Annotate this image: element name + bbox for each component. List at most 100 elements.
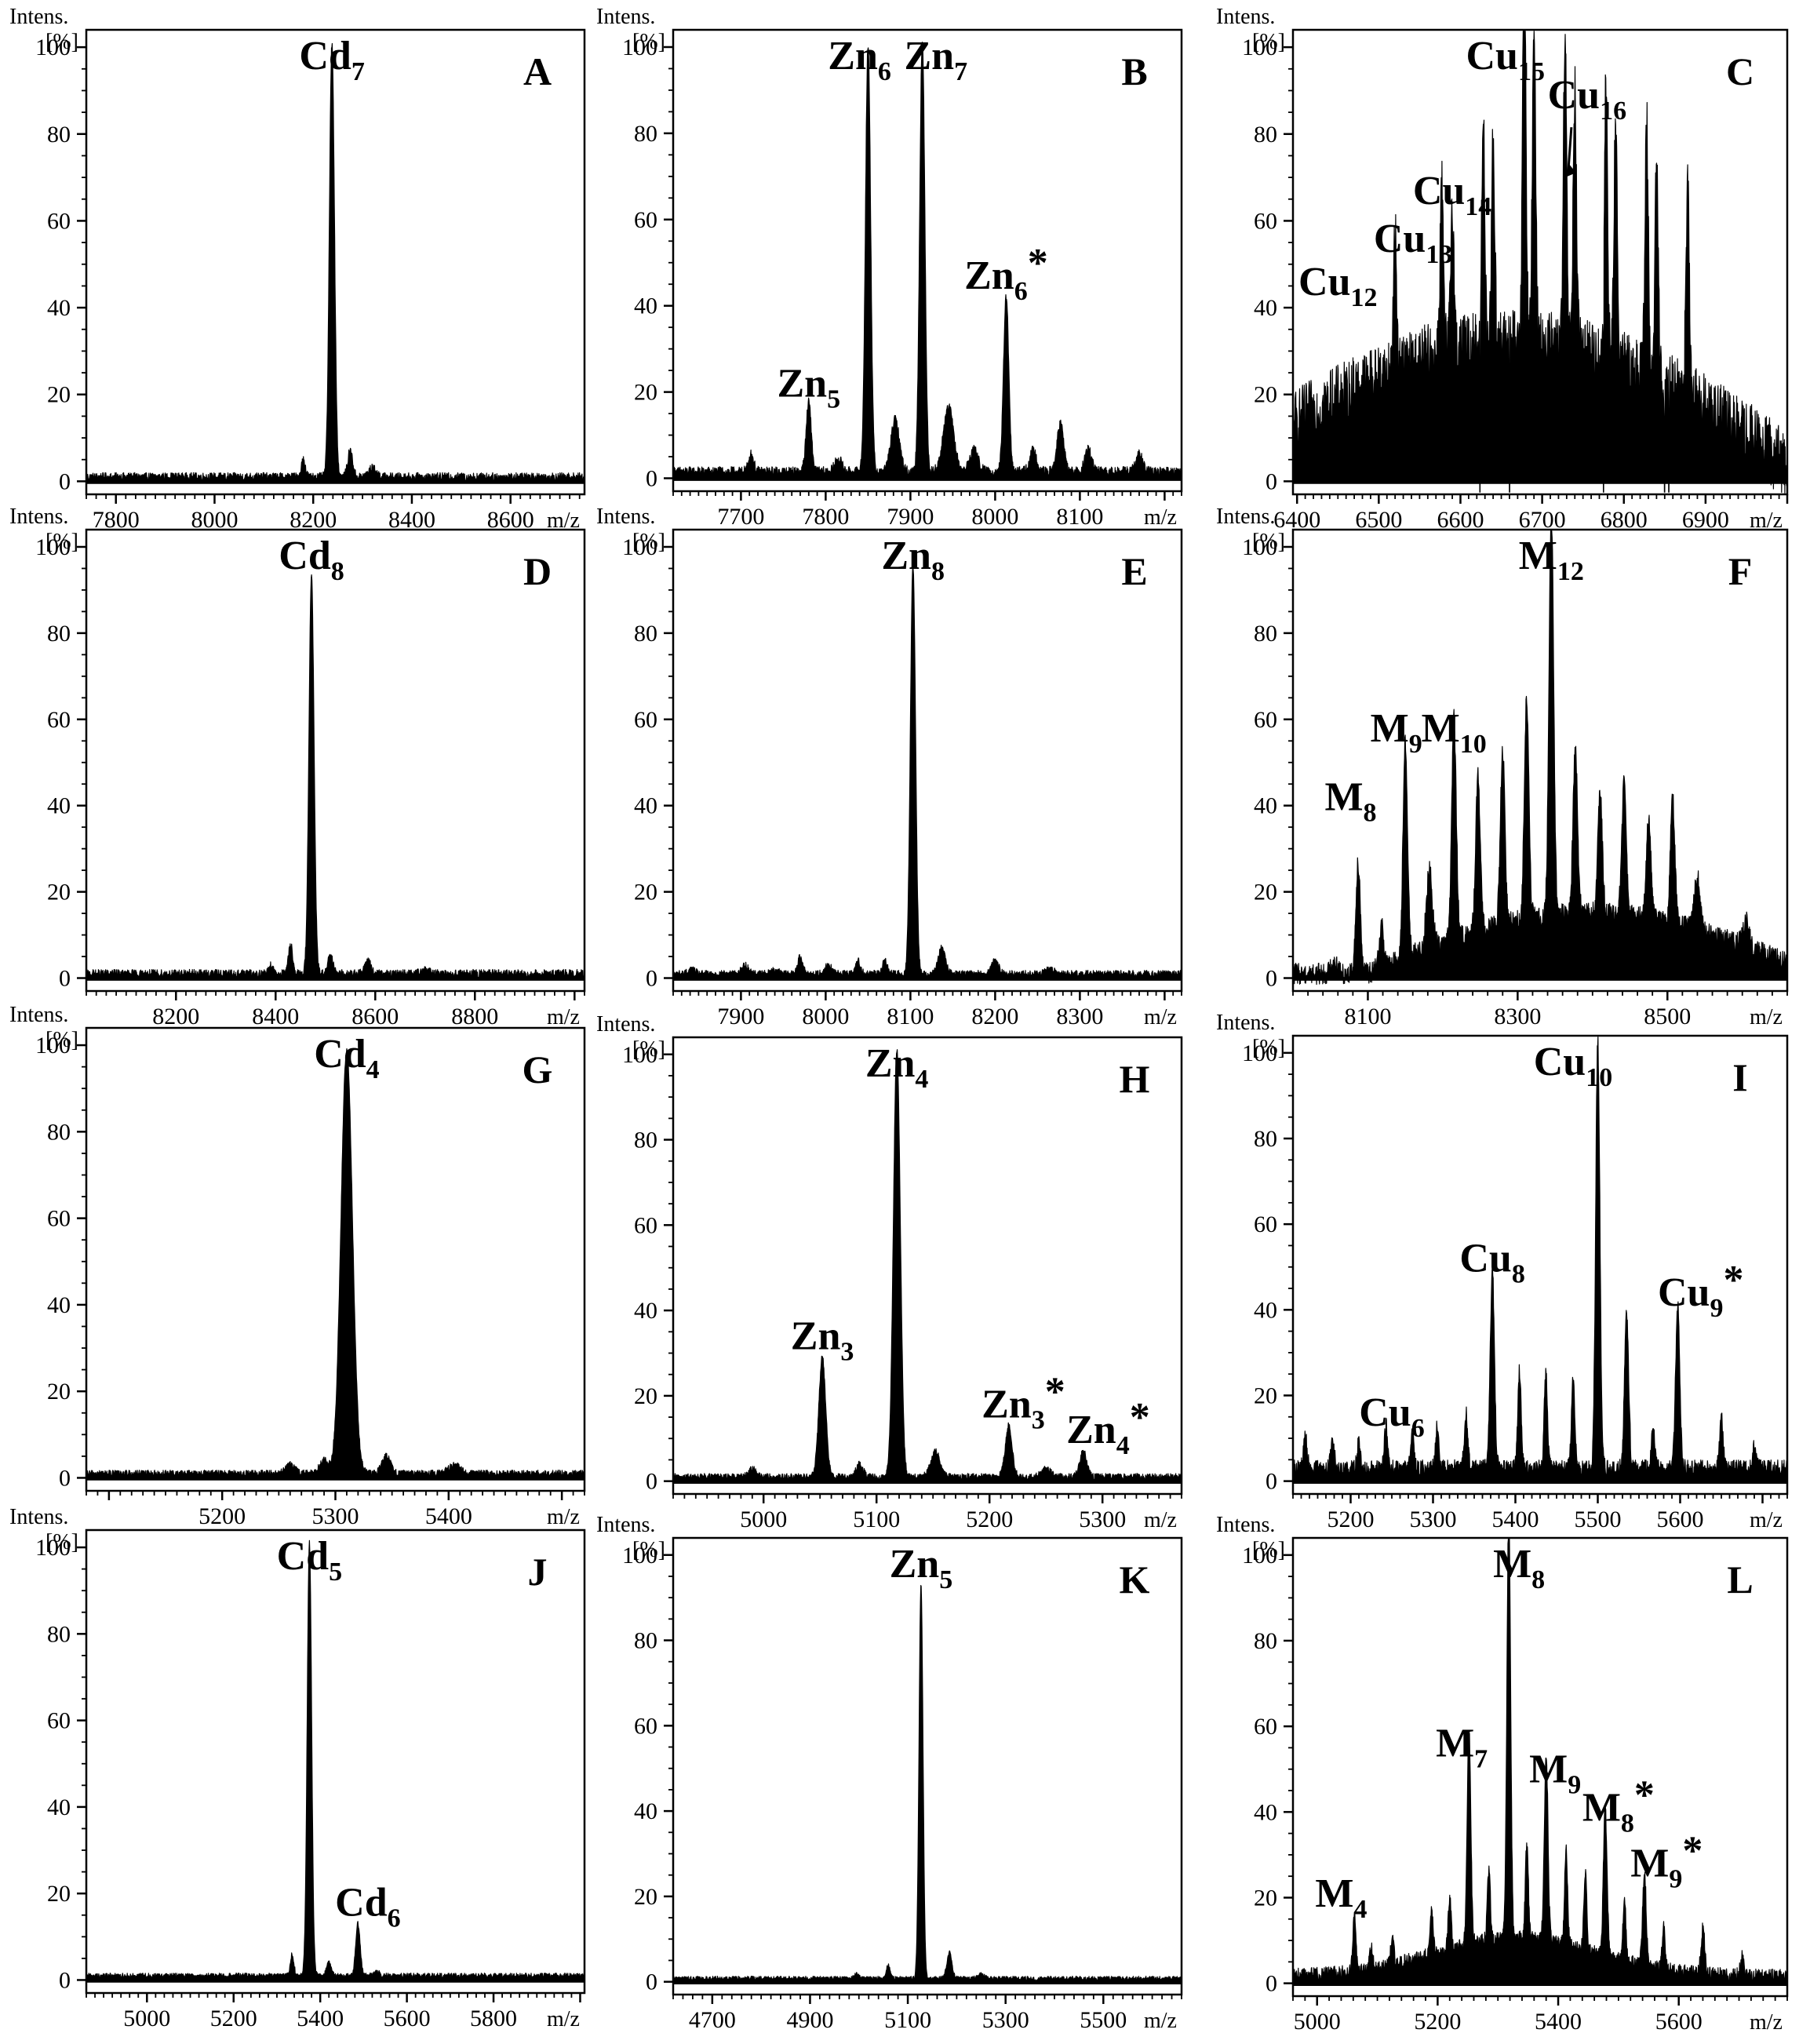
y-tick-label: 0 bbox=[59, 1465, 71, 1491]
x-tick-label: 7700 bbox=[717, 504, 764, 530]
x-tick-label: 5300 bbox=[1410, 1507, 1457, 1532]
panel-letter: D bbox=[523, 549, 552, 593]
y-tick-label: 0 bbox=[1266, 1971, 1277, 1997]
y-axis-label: Intens. bbox=[596, 5, 655, 29]
plot-frame bbox=[672, 1536, 1183, 1996]
y-axis-unit: [%] bbox=[632, 1538, 665, 1562]
y-tick-label: 20 bbox=[1254, 880, 1277, 905]
x-tick-label: 7900 bbox=[887, 504, 934, 530]
y-tick-label: 100 bbox=[1242, 1543, 1277, 1569]
y-tick-label: 60 bbox=[634, 1212, 657, 1238]
peak-label: Cu16 bbox=[1548, 73, 1626, 126]
panel-letter: I bbox=[1732, 1055, 1747, 1099]
x-axis-label: m/z bbox=[1144, 505, 1177, 530]
y-axis-label: Intens. bbox=[596, 1513, 655, 1537]
y-tick-label: 20 bbox=[634, 380, 657, 406]
panel-letter: L bbox=[1727, 1558, 1753, 1601]
x-tick-label: 8400 bbox=[388, 507, 435, 533]
peak-label: M12 bbox=[1519, 534, 1584, 586]
peak-label: Zn4* bbox=[1066, 1395, 1150, 1460]
y-tick-label: 40 bbox=[1254, 1297, 1277, 1323]
y-axis-label: Intens. bbox=[1216, 5, 1275, 29]
y-tick-label: 40 bbox=[1254, 1799, 1277, 1825]
y-tick-label: 40 bbox=[634, 793, 657, 819]
y-axis-label: Intens. bbox=[9, 505, 68, 529]
y-axis-unit: [%] bbox=[46, 30, 78, 54]
x-tick-label: 7800 bbox=[802, 504, 849, 530]
spectrum-panel-e: 0 20 40 60 80 100 7900 8000 8100 8200 8300 Intens.[… bbox=[596, 505, 1183, 1029]
x-tick-label: 5500 bbox=[1575, 1507, 1622, 1532]
spectrum-panel-j: 0 20 40 60 80 100 5000 5200 5400 5600 5800 Intens.[… bbox=[9, 1505, 586, 2031]
plot-frame bbox=[1291, 1034, 1789, 1496]
x-tick-label: 8400 bbox=[252, 1004, 299, 1029]
x-tick-label: 5400 bbox=[1492, 1507, 1539, 1532]
y-tick-label: 80 bbox=[634, 621, 657, 647]
y-axis-unit: [%] bbox=[632, 30, 665, 54]
x-axis-label: m/z bbox=[1750, 1508, 1783, 1532]
y-tick-label: 60 bbox=[1254, 707, 1277, 733]
y-tick-label: 40 bbox=[47, 1794, 71, 1820]
x-tick-label: 8200 bbox=[152, 1004, 199, 1029]
y-tick-label: 60 bbox=[1254, 1211, 1277, 1237]
y-axis-unit: [%] bbox=[1252, 1538, 1285, 1562]
peak-label: M8* bbox=[1582, 1773, 1655, 1838]
y-tick-label: 60 bbox=[1254, 208, 1277, 234]
peak-label: M4 bbox=[1315, 1871, 1367, 1924]
peak-label: Zn6* bbox=[964, 241, 1048, 306]
plot-frame bbox=[85, 528, 586, 993]
x-tick-label: 8100 bbox=[1056, 504, 1103, 530]
y-tick-label: 100 bbox=[622, 534, 657, 560]
spectrum-trace bbox=[86, 1048, 585, 1481]
x-tick-label: 8500 bbox=[1644, 1004, 1691, 1029]
y-tick-label: 20 bbox=[1254, 1885, 1277, 1911]
y-axis-unit: [%] bbox=[632, 1037, 665, 1062]
spectrum-panel-k: 0 20 40 60 80 100 4700 4900 5100 5300 5500 Intens.[… bbox=[596, 1513, 1183, 2033]
peak-label: M8 bbox=[1324, 775, 1376, 828]
x-axis-label: m/z bbox=[1144, 1005, 1177, 1029]
y-tick-label: 80 bbox=[634, 1128, 657, 1153]
x-tick-label: 5000 bbox=[740, 1507, 787, 1532]
peak-label: M7 bbox=[1436, 1722, 1488, 1774]
peak-label: Cu6 bbox=[1359, 1390, 1424, 1443]
y-tick-label: 100 bbox=[35, 1535, 71, 1561]
peak-label: Zn5 bbox=[890, 1542, 953, 1594]
y-axis-label: Intens. bbox=[1216, 1011, 1275, 1035]
peak-label: Cd8 bbox=[279, 534, 344, 586]
spectrum-panel-c: 0 20 40 60 80 100 6400 6500 6600 6700 6800 6900 Inte… bbox=[1216, 5, 1789, 533]
y-axis-label: Intens. bbox=[596, 505, 655, 529]
x-tick-label: 5200 bbox=[210, 2006, 257, 2031]
y-tick-label: 40 bbox=[47, 295, 71, 321]
y-axis-label: Intens. bbox=[9, 1003, 68, 1027]
x-tick-label: 6800 bbox=[1601, 507, 1648, 533]
plot-frame bbox=[85, 1528, 586, 1995]
x-axis-label: m/z bbox=[547, 2007, 580, 2031]
x-tick-label: 5300 bbox=[1079, 1507, 1126, 1532]
x-tick-label: 5300 bbox=[312, 1503, 359, 1529]
spectrum-trace bbox=[672, 42, 1182, 481]
peak-label: Zn3* bbox=[981, 1369, 1065, 1434]
y-tick-label: 40 bbox=[634, 293, 657, 319]
x-tick-label: 5400 bbox=[1535, 2009, 1582, 2035]
y-axis-label: Intens. bbox=[9, 1505, 68, 1529]
peak-label: Cu14 bbox=[1413, 169, 1491, 221]
y-tick-label: 100 bbox=[622, 1042, 657, 1068]
x-axis-label: m/z bbox=[1750, 1005, 1783, 1029]
spectrum-trace bbox=[86, 42, 585, 484]
x-tick-label: 8000 bbox=[191, 507, 238, 533]
y-tick-label: 60 bbox=[47, 208, 71, 234]
y-axis-label: Intens. bbox=[596, 1012, 655, 1037]
y-tick-label: 80 bbox=[47, 1119, 71, 1145]
x-tick-label: 8000 bbox=[802, 1004, 849, 1029]
x-tick-label: 5600 bbox=[1655, 2009, 1703, 2035]
x-tick-label: 5000 bbox=[123, 2006, 170, 2031]
peak-label: Zn4 bbox=[865, 1041, 929, 1094]
y-tick-label: 0 bbox=[1266, 468, 1277, 494]
x-tick-label: 7800 bbox=[93, 507, 140, 533]
plot-frame bbox=[672, 528, 1183, 993]
y-axis-label: Intens. bbox=[9, 5, 68, 29]
peak-label: Cd7 bbox=[299, 34, 364, 86]
panel-letter: F bbox=[1728, 549, 1753, 593]
y-tick-label: 0 bbox=[1266, 966, 1277, 992]
x-tick-label: 8600 bbox=[351, 1004, 399, 1029]
